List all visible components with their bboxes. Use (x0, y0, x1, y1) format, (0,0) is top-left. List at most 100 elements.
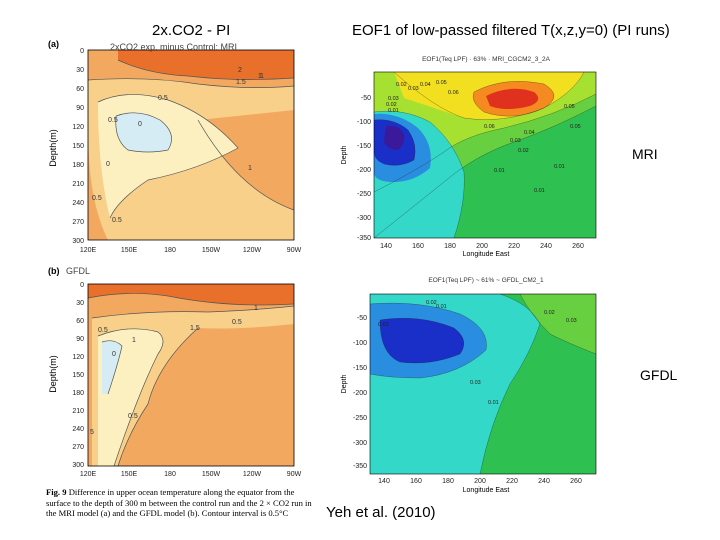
gfdl-eof-contour-label: 0.03 (566, 318, 577, 324)
mri-eof-ylabel: Depth (341, 146, 348, 165)
mri-diff-warm-core (118, 50, 294, 80)
mri-eof-xtick: 160 (412, 243, 424, 250)
gfdl-eof-xtick: 240 (538, 478, 550, 485)
mri-eof-xlabel: Longitude East (463, 251, 510, 258)
gfdl-diff-contour-label: 0.5 (232, 319, 242, 326)
mri-eof-contour-label: 0.02 (386, 102, 397, 108)
mri-eof-contour-label: 0.04 (524, 130, 535, 136)
gfdl-diff-ytick: 120 (72, 354, 84, 361)
gfdl-diff-contour-label: 5 (90, 429, 94, 436)
mri-diff-ytick: 0 (80, 48, 84, 55)
mri-eof-contour-label: 0.03 (388, 96, 399, 102)
gfdl-diff-panel-title: GFDL (66, 266, 90, 276)
mri-eof-ytick: -150 (357, 143, 371, 150)
gfdl-eof-contour-label: 0.01 (436, 304, 447, 310)
gfdl-diff-ytick: 270 (72, 444, 84, 451)
gfdl-eof-light-green (520, 294, 596, 354)
mri-diff-contour-label: 2 (238, 67, 242, 74)
mri-eof-contour-label: 0.02 (518, 148, 529, 154)
mri-diff-contour-label: 0.5 (158, 95, 168, 102)
gfdl-eof-xlabel: Longitude East (463, 487, 510, 494)
mri-diff-contour-label: 0.5 (112, 217, 122, 224)
gfdl-eof-ytick: -350 (353, 463, 367, 470)
gfdl-diff-xtick: 120E (80, 471, 97, 478)
mri-diff-ytick: 180 (72, 162, 84, 169)
mri-diff-contour-label: 0.5 (108, 117, 118, 124)
gfdl-diff-ytick: 60 (76, 318, 84, 325)
gfdl-eof-contour-label: 0.01 (488, 400, 499, 406)
mri-eof-contour-label: 0.03 (408, 86, 419, 92)
mri-eof-ytick: -200 (357, 167, 371, 174)
mri-eof-contour-label: 0.01 (388, 108, 399, 114)
gfdl-eof-ytick: -50 (357, 315, 367, 322)
caption-fig-label: Fig. 9 (46, 487, 67, 497)
mri-diff-ytick: 30 (76, 67, 84, 74)
mri-eof-contour-label: 0.05 (570, 124, 581, 130)
mri-eof-xtick: 140 (380, 243, 392, 250)
mri-diff-ytick: 240 (72, 200, 84, 207)
gfdl-diff-contour-label: 1 (254, 305, 258, 312)
mri-difference-figure: 2 1 1.5 0.5 0.5 0 0 1 0.5 0.5 1 (a) 2xCO… (44, 38, 306, 256)
gfdl-eof-contour-label: 0.03 (378, 322, 389, 328)
mri-diff-contour-label: 1 (260, 73, 264, 80)
gfdl-diff-contour-label: 0 (112, 351, 116, 358)
gfdl-eof-title: EOF1(Teq LPF) ~ 61% ~ GFDL_CM2_1 (428, 277, 544, 284)
mri-eof-ytick: -350 (357, 235, 371, 242)
gfdl-eof-ytick: -150 (353, 365, 367, 372)
gfdl-diff-ylabel: Depth(m) (48, 355, 58, 393)
mri-eof-red (486, 88, 539, 109)
mri-diff-contour-label: 0.5 (92, 195, 102, 202)
left-slide-title: 2x.CO2 - PI (152, 22, 231, 39)
mri-eof-xtick: 240 (540, 243, 552, 250)
gfdl-model-label: GFDL (640, 367, 678, 383)
mri-diff-panel-letter: (a) (48, 39, 59, 49)
mri-eof-xtick: 260 (572, 243, 584, 250)
mri-eof-contour-label: 0.01 (534, 188, 545, 194)
gfdl-diff-contour-label: 0.5 (98, 327, 108, 334)
mri-diff-ytick: 90 (76, 105, 84, 112)
gfdl-eof-contour-label: 0.02 (544, 310, 555, 316)
gfdl-diff-ytick: 90 (76, 336, 84, 343)
gfdl-diff-contour-label: 1.5 (190, 325, 200, 332)
gfdl-eof-contour-label: 0.03 (470, 380, 481, 386)
mri-eof-ytick: -100 (357, 119, 371, 126)
gfdl-eof-xtick: 180 (442, 478, 454, 485)
gfdl-eof-xtick: 160 (410, 478, 422, 485)
gfdl-eof-ytick: -200 (353, 390, 367, 397)
mri-diff-contour-label: 1 (258, 73, 262, 80)
mri-diff-xtick: 120W (243, 247, 262, 254)
gfdl-diff-panel-letter: (b) (48, 266, 60, 276)
mri-eof-xtick: 200 (476, 243, 488, 250)
mri-diff-contour-label: 0 (138, 121, 142, 128)
mri-diff-xtick: 120E (80, 247, 97, 254)
gfdl-eof-xtick: 140 (378, 478, 390, 485)
mri-eof-contour-label: 0.06 (484, 124, 495, 130)
gfdl-eof-contour-label: 0.02 (426, 300, 437, 306)
gfdl-diff-ytick: 240 (72, 426, 84, 433)
gfdl-eof-xtick: 260 (570, 478, 582, 485)
gfdl-diff-contour-label: 0.5 (128, 413, 138, 420)
mri-diff-ytick: 150 (72, 143, 84, 150)
mri-diff-negative-region (115, 112, 172, 152)
gfdl-diff-contour-label: 1 (132, 337, 136, 344)
mri-diff-panel-title: 2xCO2 exp. minus Control: MRI (110, 42, 237, 52)
mri-eof-xtick: 220 (508, 243, 520, 250)
mri-diff-xtick: 180 (164, 247, 176, 254)
gfdl-eof-ytick: -250 (353, 415, 367, 422)
mri-eof-contour-label: 0.03 (510, 138, 521, 144)
right-slide-title: EOF1 of low-passed filtered T(x,z,y=0) (… (352, 22, 670, 39)
mri-diff-ytick: 270 (72, 219, 84, 226)
mri-eof-ytick: -250 (357, 191, 371, 198)
mri-eof-xtick: 180 (444, 243, 456, 250)
mri-diff-ytick: 300 (72, 238, 84, 245)
gfdl-diff-warm-core (88, 284, 294, 305)
mri-diff-contour-label: 1 (248, 165, 252, 172)
caption-text: Difference in upper ocean temperature al… (46, 487, 312, 519)
mri-diff-ytick: 210 (72, 181, 84, 188)
mri-eof-ytick: -50 (361, 95, 371, 102)
figure-caption: Fig. 9 Difference in upper ocean tempera… (46, 487, 321, 519)
mri-eof-contour-label: 0.01 (494, 168, 505, 174)
gfdl-difference-figure: 1 1.5 0.5 0 0.5 1 0.5 5 (b) GFDL Depth(m… (44, 262, 306, 480)
gfdl-eof-ytick: -300 (353, 440, 367, 447)
gfdl-diff-xtick: 150W (202, 471, 221, 478)
